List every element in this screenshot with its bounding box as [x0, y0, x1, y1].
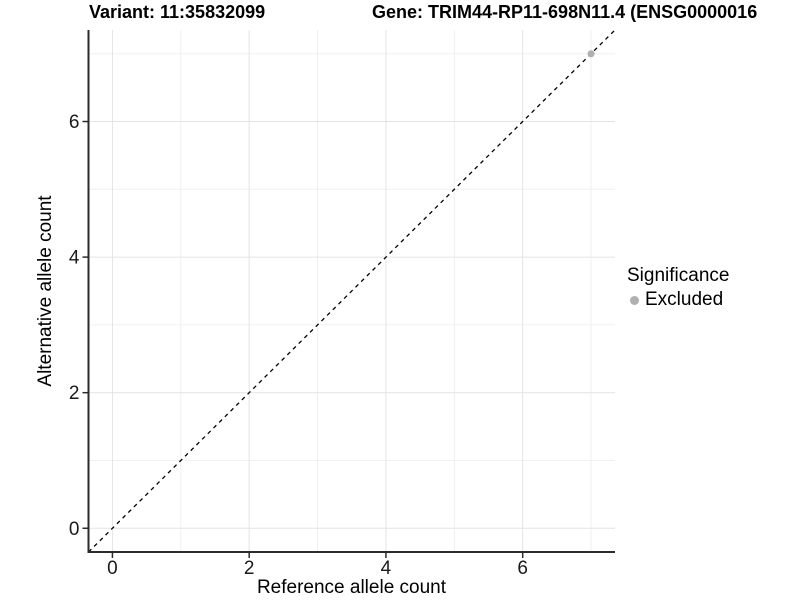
legend-item-excluded: Excluded [627, 289, 729, 311]
x-tick-label: 6 [517, 558, 528, 579]
x-tick-label: 2 [244, 558, 255, 579]
legend-item-label: Excluded [645, 289, 724, 310]
x-axis-label: Reference allele count [256, 577, 447, 598]
gene-title: Gene: TRIM44-RP11-698N11.4 (ENSG0000016 [372, 2, 758, 22]
y-tick-label: 0 [69, 519, 80, 540]
identity-dashed-line [88, 29, 616, 553]
legend-title: Significance [627, 265, 730, 286]
x-tick-label: 4 [381, 558, 392, 579]
y-axis-label: Alternative allele count [35, 195, 56, 387]
y-tick-label: 2 [69, 383, 80, 404]
legend: Significance Excluded [627, 264, 729, 311]
y-tick-label: 6 [69, 112, 80, 133]
legend-point-icon [630, 295, 639, 305]
data-point-excluded [587, 50, 595, 58]
y-tick-label: 4 [69, 248, 80, 269]
variant-title: Variant: 11:35832099 [89, 2, 266, 22]
x-tick-label: 0 [107, 558, 118, 579]
